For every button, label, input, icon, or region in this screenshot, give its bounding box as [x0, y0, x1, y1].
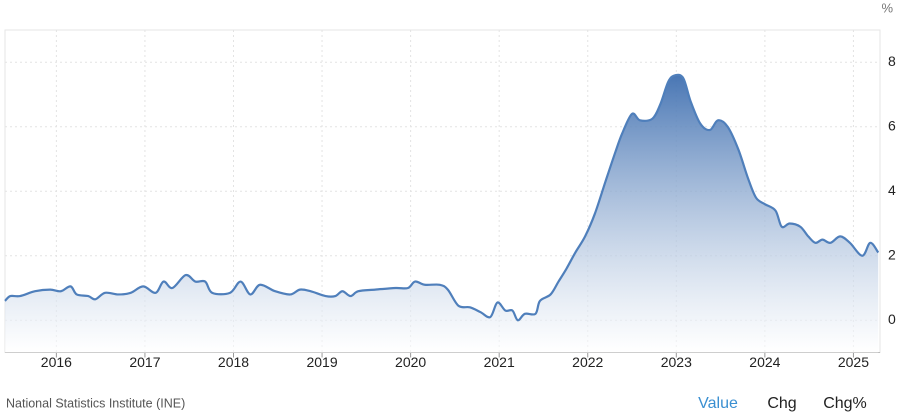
line	[4, 73, 880, 322]
tab-chg-pct[interactable]: Chg%	[823, 395, 867, 412]
tab-value[interactable]: Value	[698, 395, 738, 412]
x-tick-label: 2022	[572, 354, 603, 370]
x-tick-label: 2019	[306, 354, 337, 370]
x-tick-label: 2025	[838, 354, 869, 370]
x-tick-label: 2024	[749, 354, 780, 370]
x-tick-label: 2021	[484, 354, 515, 370]
x-tick-label: 2020	[395, 354, 426, 370]
y-tick-label: 6	[888, 117, 896, 133]
source: National Statistics Institute (INE)	[6, 396, 185, 410]
y-tick-label: 8	[888, 53, 896, 69]
y-tick-label: 4	[888, 182, 896, 198]
x-tick-label: 2023	[661, 354, 692, 370]
x-tick-label: 2018	[218, 354, 249, 370]
y-tick-label: 2	[888, 246, 896, 262]
unit-label: %	[881, 0, 893, 15]
area-fill	[5, 74, 879, 353]
x-tick-label: 2016	[41, 354, 72, 370]
y-tick-label: 0	[888, 311, 896, 327]
x-tick-label: 2017	[129, 354, 160, 370]
tab-chg[interactable]: Chg	[767, 395, 796, 412]
